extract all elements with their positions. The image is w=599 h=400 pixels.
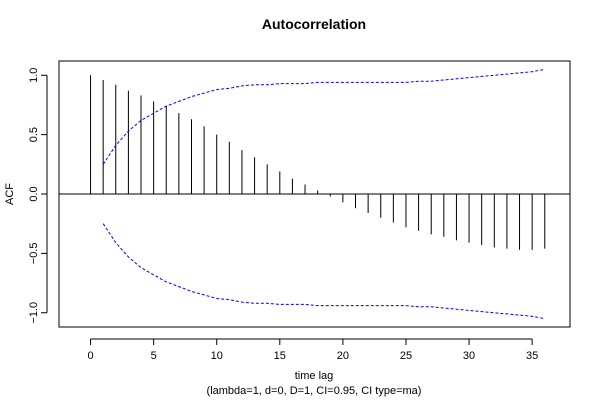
x-tick-label: 5 [151,350,157,362]
y-tick-label: −0.5 [28,243,40,265]
ci-lower-line [102,223,545,320]
x-tick-label: 10 [211,350,223,362]
x-tick-label: 0 [87,350,93,362]
x-tick-label: 30 [463,350,475,362]
x-tick-label: 25 [400,350,412,362]
y-tick-label: −1.0 [28,302,40,324]
chart-subtitle: (lambda=1, d=0, D=1, CI=0.95, CI type=ma… [207,385,422,397]
y-axis: −1.0 −0.5 0.0 0.5 1.0 [28,68,48,324]
x-axis-label: time lag [295,370,334,382]
x-tick-label: 15 [274,350,286,362]
y-tick-label: 0.5 [28,127,40,142]
y-axis-label: ACF [4,183,16,205]
x-axis: 0 5 10 15 20 25 30 35 [87,338,538,362]
y-tick-label: 1.0 [28,68,40,83]
y-tick-label: 0.0 [28,186,40,201]
ci-upper-line [102,68,545,165]
x-tick-label: 35 [526,350,538,362]
chart-title: Autocorrelation [262,16,366,32]
acf-bars [90,75,546,250]
x-tick-label: 20 [337,350,349,362]
